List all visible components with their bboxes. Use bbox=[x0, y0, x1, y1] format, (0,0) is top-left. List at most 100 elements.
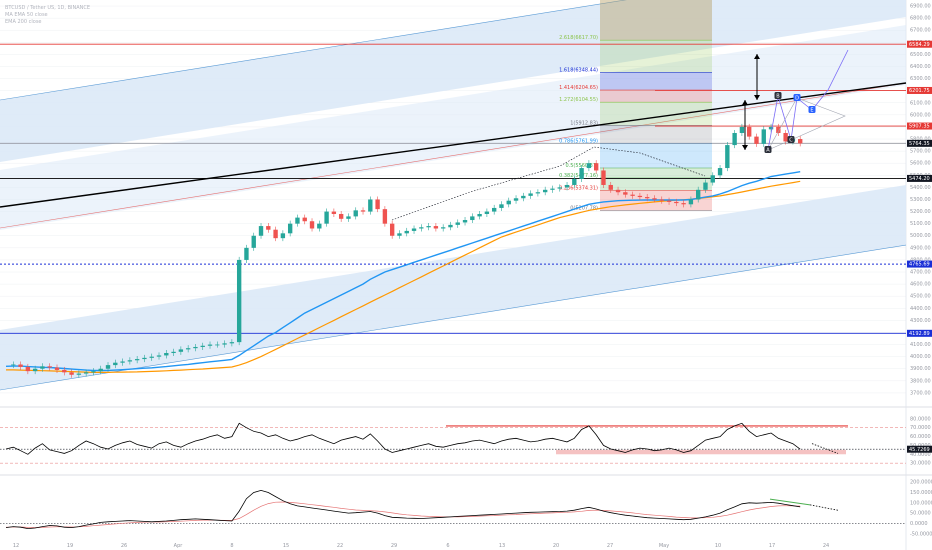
wave-point-label: D bbox=[795, 96, 799, 102]
wave-point-label: B bbox=[776, 94, 780, 100]
wave-point-badge bbox=[808, 106, 816, 113]
price-tick-label: 4500.00 bbox=[910, 294, 931, 300]
candle-body bbox=[470, 216, 475, 221]
triangle-pattern bbox=[767, 97, 846, 151]
price-tick-label: 4000.00 bbox=[910, 354, 931, 360]
price-tick-label: 3900.00 bbox=[910, 366, 931, 372]
rsi-value-label: 45.7269 bbox=[909, 447, 930, 453]
time-tick-label: 26 bbox=[121, 543, 127, 549]
price-tick-label: 6000.00 bbox=[910, 112, 931, 118]
fib-level-label: 0(5207.78) bbox=[570, 206, 598, 212]
rsi-tick-label: 40.0000 bbox=[910, 452, 931, 458]
candle-body bbox=[674, 201, 679, 204]
candle-body bbox=[360, 210, 366, 212]
candle-body bbox=[761, 129, 766, 144]
candle-body bbox=[98, 368, 103, 372]
candle-body bbox=[149, 356, 154, 358]
candle-body bbox=[25, 366, 31, 372]
candle-body bbox=[747, 126, 752, 137]
candle-body bbox=[411, 228, 417, 231]
wave-point-label: A bbox=[766, 148, 770, 154]
fib-level-label: 1(5912.83) bbox=[570, 120, 598, 126]
candle-body bbox=[477, 213, 482, 217]
candle-body bbox=[506, 200, 511, 205]
macd-tick-label: -50.0000 bbox=[910, 531, 932, 537]
candle-body bbox=[550, 188, 555, 190]
price-tick-label: 5700.00 bbox=[910, 149, 931, 155]
candle-body bbox=[83, 372, 89, 374]
legend: BTCUSD / Tether US, 1D, BINANCE MA EMA 5… bbox=[5, 5, 90, 25]
candle-body bbox=[18, 364, 23, 367]
candle-body bbox=[433, 226, 439, 229]
time-tick-label: 19 bbox=[67, 543, 73, 549]
price-tick-label: 4100.00 bbox=[910, 342, 931, 348]
fib-zone bbox=[600, 40, 712, 73]
macd-tick-label: 100.0000 bbox=[910, 500, 932, 506]
time-axis: 12 19 26 Apr 8 15 22 29 6 13 20 27 May 10 17 24 bbox=[13, 543, 829, 549]
candle-body bbox=[455, 222, 460, 225]
candles bbox=[11, 123, 803, 378]
macd-tick-label: 150.0000 bbox=[910, 490, 932, 496]
candle-body bbox=[776, 126, 781, 133]
time-tick-label: 27 bbox=[607, 543, 613, 549]
candle-body bbox=[171, 351, 176, 354]
candle-body bbox=[134, 359, 140, 361]
price-tag-label: 4192.89 bbox=[909, 331, 930, 337]
price-tick-label: 4900.00 bbox=[910, 245, 931, 251]
candle-body bbox=[164, 353, 169, 356]
price-tag-label: 4765.69 bbox=[909, 262, 930, 268]
macd-line bbox=[5, 489, 801, 530]
candle-body bbox=[353, 210, 358, 217]
price-tick-label: 5600.00 bbox=[910, 161, 931, 167]
candle-body bbox=[266, 226, 271, 230]
candle-body bbox=[528, 193, 533, 196]
price-tick-label: 6100.00 bbox=[910, 100, 931, 106]
candle-body bbox=[338, 213, 344, 219]
candle-body bbox=[710, 175, 715, 183]
candle-body bbox=[397, 233, 402, 236]
candle-body bbox=[193, 346, 198, 349]
candle-body bbox=[564, 184, 570, 188]
macd-tick-label: 50.0000 bbox=[910, 511, 931, 517]
price-tag bbox=[907, 329, 932, 337]
time-tick-label: Apr bbox=[174, 543, 184, 549]
ema-short-line bbox=[5, 171, 801, 372]
fib-zone bbox=[600, 102, 712, 126]
macd-pane bbox=[0, 489, 906, 530]
time-tick-label: 24 bbox=[823, 543, 829, 549]
price-tick-label: 3800.00 bbox=[910, 378, 931, 384]
candle-body bbox=[309, 221, 315, 229]
wave-point-label: C bbox=[789, 138, 793, 144]
candle-body bbox=[62, 369, 67, 373]
time-tick-label: 22 bbox=[337, 543, 343, 549]
candle-body bbox=[513, 198, 519, 201]
candle-body bbox=[630, 194, 635, 196]
wave-point-badge bbox=[764, 146, 772, 153]
price-tick-label: 6500.00 bbox=[910, 52, 931, 58]
candle-body bbox=[426, 226, 431, 228]
time-tick-label: 29 bbox=[391, 543, 397, 549]
candle-body bbox=[346, 216, 351, 219]
candle-body bbox=[11, 364, 16, 366]
projection-path bbox=[811, 49, 849, 111]
price-tick-label: 5800.00 bbox=[910, 137, 931, 143]
fib-level-label: 0.786(5761.99) bbox=[559, 139, 598, 145]
price-tag bbox=[907, 139, 932, 147]
fib-zone-top bbox=[600, 0, 712, 41]
fib-zone bbox=[600, 168, 712, 179]
candle-body bbox=[324, 211, 329, 224]
candle-body bbox=[754, 136, 759, 144]
price-axis: 6900.006800.006700.006600.006500.006400.… bbox=[907, 4, 932, 537]
candle-body bbox=[491, 207, 497, 212]
macd-signal-line bbox=[5, 501, 801, 528]
candle-body bbox=[717, 168, 723, 176]
candle-body bbox=[732, 132, 737, 146]
fib-zone bbox=[600, 125, 712, 144]
candle-body bbox=[113, 362, 118, 366]
candle-body bbox=[40, 366, 45, 369]
candle-body bbox=[229, 342, 235, 344]
fib-level-label: 0.382(5477.16) bbox=[559, 173, 598, 179]
fib-zone bbox=[600, 178, 712, 191]
candle-body bbox=[448, 224, 453, 228]
